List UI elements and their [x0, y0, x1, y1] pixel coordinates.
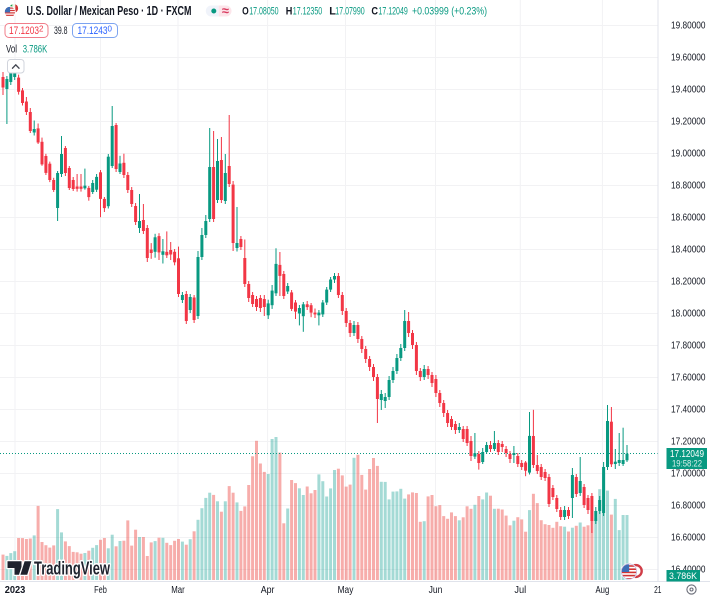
svg-text:Feb: Feb: [94, 585, 107, 596]
svg-text:16.60000: 16.60000: [671, 533, 706, 544]
svg-text:L: L: [329, 5, 336, 17]
svg-text:Jul: Jul: [514, 585, 526, 596]
svg-text:19.80000: 19.80000: [671, 21, 706, 32]
svg-text:O: O: [242, 5, 249, 17]
svg-text:17.08050: 17.08050: [249, 5, 278, 17]
svg-text:Vol: Vol: [6, 44, 17, 56]
svg-text:18.40000: 18.40000: [671, 245, 706, 256]
svg-text:≈: ≈: [222, 3, 229, 18]
svg-text:Jun: Jun: [429, 585, 443, 596]
svg-text:May: May: [338, 585, 354, 596]
svg-text:17.07990: 17.07990: [335, 5, 364, 17]
svg-text:17.12032: 17.12032: [9, 25, 44, 38]
svg-text:16.80000: 16.80000: [671, 501, 706, 512]
svg-text:C: C: [371, 5, 378, 17]
svg-text:17.40000: 17.40000: [671, 405, 706, 416]
svg-text:18.00000: 18.00000: [671, 309, 706, 320]
svg-text:39.8: 39.8: [54, 25, 68, 37]
svg-text:Mar: Mar: [171, 585, 185, 596]
svg-text:17.12350: 17.12350: [293, 5, 322, 17]
svg-text:17.60000: 17.60000: [671, 373, 706, 384]
svg-text:21: 21: [654, 585, 662, 596]
svg-text:17.12430: 17.12430: [78, 25, 113, 38]
svg-text:18.80000: 18.80000: [671, 181, 706, 192]
svg-text:19.40000: 19.40000: [671, 85, 706, 96]
svg-text:17.00000: 17.00000: [671, 469, 706, 480]
svg-text:19.20000: 19.20000: [671, 117, 706, 128]
svg-text:U.S. Dollar / Mexican Peso · 1: U.S. Dollar / Mexican Peso · 1D · FXCM: [27, 3, 192, 18]
svg-text:17.20000: 17.20000: [671, 437, 706, 448]
svg-text:18.60000: 18.60000: [671, 213, 706, 224]
svg-text:2023: 2023: [5, 585, 26, 596]
svg-text:TradingView: TradingView: [34, 559, 111, 579]
svg-text:H: H: [286, 5, 293, 17]
svg-text:17.12049: 17.12049: [378, 5, 407, 17]
svg-text:17.12049: 17.12049: [670, 449, 704, 460]
svg-text:+0.03999 (+0.23%): +0.03999 (+0.23%): [412, 5, 487, 17]
svg-text:3.786K: 3.786K: [669, 571, 697, 581]
svg-text:Apr: Apr: [261, 585, 275, 596]
svg-text:Aug: Aug: [596, 585, 610, 596]
svg-text:19.60000: 19.60000: [671, 53, 706, 64]
svg-text:18.20000: 18.20000: [671, 277, 706, 288]
svg-text:19:58:22: 19:58:22: [672, 458, 702, 468]
svg-text:19.00000: 19.00000: [671, 149, 706, 160]
svg-text:17.80000: 17.80000: [671, 341, 706, 352]
svg-text:3.786K: 3.786K: [23, 44, 48, 56]
